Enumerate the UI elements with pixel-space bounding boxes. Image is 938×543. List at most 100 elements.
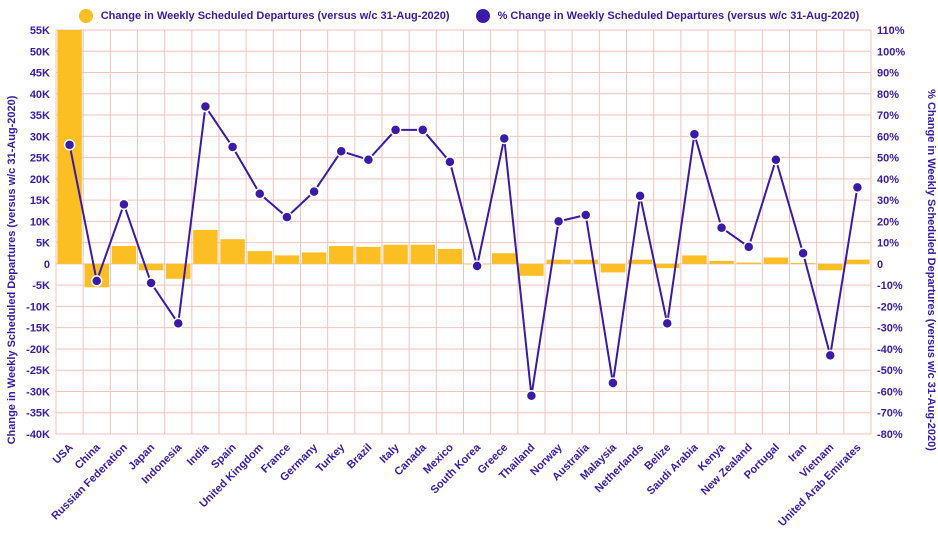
left-tick-label: 10K [30,216,50,228]
left-tick-label: -20K [26,344,50,356]
bar-germany[interactable] [301,252,327,264]
point-vietnam[interactable] [824,349,836,362]
bar-australia[interactable] [573,259,598,264]
point-australia[interactable] [580,209,592,221]
point-thailand[interactable] [525,389,538,402]
left-tick-label: -40K [26,429,50,441]
bar-mexico[interactable] [437,249,463,264]
bar-portugal[interactable] [763,257,789,264]
point-kenya[interactable] [715,221,728,234]
point-russian-federation[interactable] [118,198,130,211]
point-malaysia[interactable] [607,377,619,389]
bar-brazil[interactable] [356,246,381,264]
bar-canada[interactable] [410,244,435,264]
bar-india[interactable] [193,229,218,264]
left-tick-label: 35K [30,110,50,122]
point-greece[interactable] [498,132,510,145]
right-tick-label: 0 [877,259,883,271]
bar-united-arab-emirates[interactable] [845,259,870,264]
bar-saudi-arabia[interactable] [682,255,707,264]
point-norway[interactable] [552,215,565,228]
bar-iran[interactable] [790,263,816,264]
point-japan[interactable] [145,277,157,289]
category-label: Brazil [345,442,375,472]
left-axis-ticks: 55K 50K 45K 40K 35K 30K 25K 20K 15K 10K 5K 0 -5K -10K… [26,25,50,441]
point-turkey[interactable] [335,145,347,157]
point-portugal[interactable] [770,153,782,166]
bar-greece[interactable] [492,253,517,264]
point-belize[interactable] [661,317,673,330]
point-saudi-arabia[interactable] [688,128,701,140]
point-germany[interactable] [308,185,320,198]
left-tick-label: 40K [30,89,50,101]
right-tick-label: -40% [877,344,903,356]
left-tick-label: 0 [44,259,50,271]
right-tick-label: 50% [877,153,899,165]
bar-japan[interactable] [138,263,164,271]
bar-russian-federation[interactable] [111,246,137,264]
left-tick-label: 55K [30,25,50,37]
grid [55,29,872,435]
bar-spain[interactable] [220,239,245,264]
point-canada[interactable] [417,124,429,136]
point-india[interactable] [199,100,212,113]
right-tick-label: 60% [877,131,899,143]
point-brazil[interactable] [362,153,375,166]
category-label: Iran [786,441,809,464]
right-tick-label: 40% [877,174,899,186]
bar-malaysia[interactable] [600,263,626,273]
left-tick-label: -30K [26,386,50,398]
left-tick-label: -35K [26,408,50,420]
bar-kenya[interactable] [709,260,734,264]
legend-item-line[interactable]: % Change in Weekly Scheduled Departures … [475,9,859,23]
point-mexico[interactable] [444,156,456,168]
bar-netherlands[interactable] [627,259,653,264]
right-tick-label: -50% [877,365,903,377]
point-spain[interactable] [226,141,239,153]
right-axis-title: % Change in Weekly Scheduled Departures … [925,89,937,451]
point-china[interactable] [91,275,103,287]
point-south-korea[interactable] [471,260,483,272]
bar-france[interactable] [274,255,300,264]
left-tick-label: 50K [30,46,50,58]
left-tick-label: -10K [26,301,50,313]
right-tick-label: 80% [877,89,899,101]
left-axis-title: Change in Weekly Scheduled Departures (v… [6,95,18,444]
right-tick-label: 30% [877,195,899,207]
right-tick-label: -70% [877,408,903,420]
bar-belize[interactable] [655,263,680,269]
point-usa[interactable] [63,139,76,151]
percent-line [63,100,864,402]
point-new-zealand[interactable] [743,241,755,253]
point-iran[interactable] [797,247,809,260]
right-tick-label: -20% [877,301,903,313]
bar-italy[interactable] [383,244,408,264]
left-tick-label: -15K [26,323,50,335]
right-tick-label: -60% [877,386,903,398]
right-tick-label: -80% [877,429,903,441]
bar-turkey[interactable] [329,246,354,264]
bars [57,30,870,288]
left-tick-label: 45K [30,68,50,80]
category-label: Italy [378,441,403,466]
point-italy[interactable] [389,124,402,136]
right-tick-label: -30% [877,323,903,335]
left-tick-label: 20K [30,174,50,186]
left-tick-label: 30K [30,131,50,143]
bar-indonesia[interactable] [166,263,191,279]
bar-new-zealand[interactable] [736,262,761,264]
bar-united-kingdom[interactable] [247,251,272,264]
bar-thailand[interactable] [519,263,544,276]
left-tick-label: 25K [30,153,50,165]
point-netherlands[interactable] [634,190,646,202]
point-indonesia[interactable] [172,317,184,330]
point-france[interactable] [281,211,293,223]
bar-norway[interactable] [546,259,571,264]
right-tick-label: 100% [877,46,905,58]
point-united-kingdom[interactable] [254,187,266,200]
point-united-arab-emirates[interactable] [851,181,864,194]
bar-vietnam[interactable] [818,263,843,271]
legend-item-bars[interactable]: Change in Weekly Scheduled Departures (v… [78,9,450,23]
